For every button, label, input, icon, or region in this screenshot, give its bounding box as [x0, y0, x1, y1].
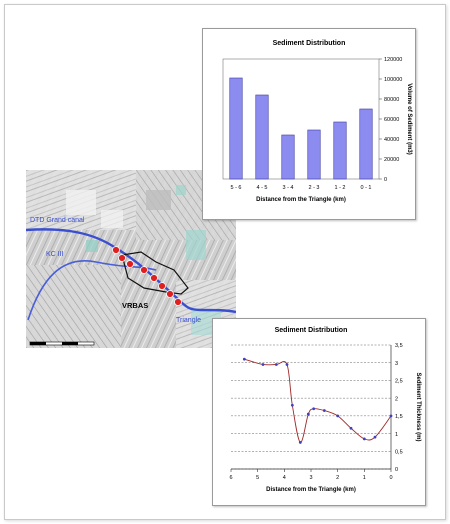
scale-bar — [29, 341, 95, 346]
site-map: DTD Grand canal KC III VRBAS Triangle — [26, 170, 236, 348]
line-chart-title: Sediment Distribution — [275, 327, 348, 334]
marker-1 — [112, 246, 120, 254]
bar — [359, 108, 373, 180]
kc-canal-line — [27, 260, 157, 321]
line-x-tick-label: 4 — [283, 475, 286, 481]
bar-chart-title: Sediment Distribution — [273, 40, 346, 47]
bar-y-tick-label: 120000 — [384, 57, 402, 63]
line-point — [322, 409, 326, 412]
line-y-tick-label: 0,5 — [395, 449, 403, 455]
line-chart: Sediment Distribution 0 0,5 1 1,5 2 2,5 3 3,5 6 5 4… — [229, 327, 421, 493]
line-point — [312, 407, 316, 411]
line-x-tick-label: 0 — [389, 475, 392, 481]
line-y-tick-label: 0 — [395, 467, 398, 473]
line-point — [306, 412, 310, 416]
bar-x-tick-label: 2 - 3 — [308, 185, 319, 191]
vrbas-outline — [121, 251, 189, 295]
line-x-tick-label: 1 — [363, 475, 366, 481]
bar — [255, 94, 269, 180]
line-x-tick-label: 3 — [309, 475, 312, 481]
marker-7 — [166, 290, 174, 298]
bar-y-tick-label: 80000 — [384, 97, 399, 103]
line-point — [285, 363, 289, 366]
marker-3 — [126, 260, 134, 268]
bar — [333, 121, 347, 180]
label-vrbas: VRBAS — [122, 301, 148, 310]
line-point — [349, 426, 353, 430]
line-x-tick-label: 2 — [336, 475, 339, 481]
bar-x-axis-label: Distance from the Triangle (km) — [256, 197, 346, 203]
line-point — [298, 441, 302, 444]
line-point — [389, 414, 393, 418]
bar-x-tick-label: 5 - 6 — [230, 185, 241, 191]
line-x-axis-label: Distance from the Triangle (km) — [266, 487, 356, 493]
line-point — [290, 403, 294, 407]
bar-y-tick-label: 0 — [384, 177, 387, 183]
line-x-tick-label: 6 — [229, 475, 232, 481]
bar-chart-panel: Sediment Distribution 0 20000 40000 60000 800… — [202, 28, 416, 220]
line-y-tick-label: 3 — [395, 361, 398, 367]
line-point — [373, 435, 377, 439]
line-y-tick-label: 3,5 — [395, 343, 403, 349]
bar-y-axis-label: Volume of Sediment (m3) — [406, 83, 412, 155]
line-point — [261, 363, 265, 366]
bar-y-tick-label: 100000 — [384, 77, 402, 83]
sampling-markers — [112, 246, 182, 306]
line-y-tick-label: 2 — [395, 396, 398, 402]
marker-8 — [174, 298, 182, 306]
bar-x-tick-label: 4 - 5 — [256, 185, 267, 191]
line-x-tick-label: 5 — [256, 475, 259, 481]
bar — [229, 77, 243, 180]
line-point — [362, 437, 366, 441]
marker-5 — [150, 274, 158, 282]
marker-6 — [158, 282, 166, 290]
bar-x-tick-label: 3 - 4 — [282, 185, 293, 191]
bar-chart: Sediment Distribution 0 20000 40000 60000 800… — [222, 40, 412, 203]
bar-y-tick-label: 20000 — [384, 157, 399, 163]
line-y-tick-label: 1 — [395, 432, 398, 438]
bar-x-tick-label: 1 - 2 — [334, 185, 345, 191]
map-svg: DTD Grand canal KC III VRBAS Triangle — [26, 170, 236, 348]
bar-y-tick-label: 60000 — [384, 117, 399, 123]
bar — [307, 129, 321, 180]
marker-2 — [118, 254, 126, 262]
marker-4 — [140, 266, 148, 274]
line-y-tick-label: 1,5 — [395, 414, 403, 420]
bar-plot-area — [222, 58, 380, 180]
line-chart-panel: Sediment Distribution 0 0,5 1 1,5 2 2,5 3 3,5 6 5 4… — [212, 318, 426, 506]
bar-x-tick-label: 0 - 1 — [360, 185, 371, 191]
thickness-line — [244, 358, 392, 443]
line-y-tick-label: 2,5 — [395, 379, 403, 385]
bar — [281, 134, 295, 180]
label-kc-iii: KC III — [46, 251, 64, 258]
line-point — [274, 363, 278, 366]
label-dtd-canal: DTD Grand canal — [30, 217, 85, 224]
label-triangle: Triangle — [176, 317, 201, 324]
bar-y-tick-label: 40000 — [384, 137, 399, 143]
line-y-axis-label: Sediment Thickness (m) — [415, 372, 421, 441]
line-point — [336, 414, 340, 418]
line-point — [242, 357, 246, 361]
